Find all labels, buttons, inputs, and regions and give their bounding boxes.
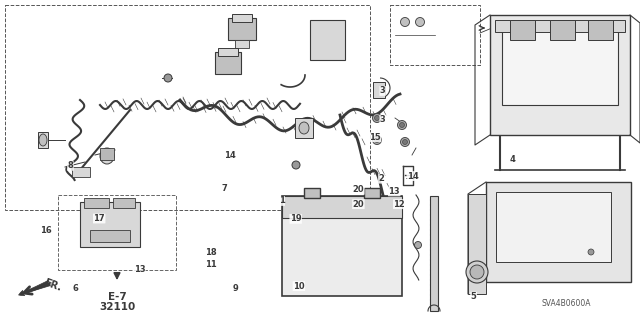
Bar xyxy=(38,132,48,148)
Bar xyxy=(72,167,90,177)
Text: 17: 17 xyxy=(93,214,105,223)
Bar xyxy=(295,118,313,138)
Ellipse shape xyxy=(299,122,309,134)
Bar xyxy=(588,20,613,40)
Ellipse shape xyxy=(292,161,300,169)
Text: FR.: FR. xyxy=(42,277,62,293)
Text: 8: 8 xyxy=(68,161,73,170)
Bar xyxy=(5,5,370,210)
Bar xyxy=(113,198,135,208)
Text: 2: 2 xyxy=(378,174,385,183)
Text: 32110: 32110 xyxy=(99,302,135,312)
Text: 18: 18 xyxy=(205,248,217,256)
Bar xyxy=(495,20,625,32)
Text: B-13: B-13 xyxy=(490,24,513,33)
Text: 12: 12 xyxy=(394,200,405,209)
Ellipse shape xyxy=(397,121,406,130)
Ellipse shape xyxy=(39,134,47,146)
Text: 10: 10 xyxy=(293,282,305,291)
Bar xyxy=(310,20,345,60)
Text: 20: 20 xyxy=(353,200,364,209)
Bar xyxy=(215,52,241,74)
Bar xyxy=(282,196,402,296)
Text: 16: 16 xyxy=(40,226,52,235)
Ellipse shape xyxy=(403,139,408,145)
Text: 1: 1 xyxy=(278,197,285,205)
Text: SVA4B0600A: SVA4B0600A xyxy=(541,299,591,308)
Ellipse shape xyxy=(372,114,381,122)
Text: 14: 14 xyxy=(407,172,419,181)
Bar xyxy=(100,148,114,160)
Text: 6: 6 xyxy=(72,284,79,293)
Text: 20: 20 xyxy=(353,185,364,194)
Bar xyxy=(218,48,238,56)
Text: 7: 7 xyxy=(221,184,227,193)
Bar xyxy=(510,20,535,40)
Ellipse shape xyxy=(374,137,380,143)
Text: 4: 4 xyxy=(509,155,515,164)
Bar xyxy=(304,188,320,198)
Ellipse shape xyxy=(401,137,410,146)
Bar xyxy=(430,196,438,311)
Text: 3: 3 xyxy=(380,115,385,124)
Text: 11: 11 xyxy=(205,260,217,269)
Ellipse shape xyxy=(374,115,380,121)
Ellipse shape xyxy=(164,74,172,82)
Text: 19: 19 xyxy=(290,214,301,223)
Bar xyxy=(90,230,130,242)
Bar xyxy=(390,5,480,65)
Bar xyxy=(550,20,575,40)
Ellipse shape xyxy=(399,122,404,128)
Ellipse shape xyxy=(415,241,422,249)
Bar xyxy=(364,188,380,198)
Bar xyxy=(84,198,109,208)
Text: 5: 5 xyxy=(470,292,477,301)
Bar xyxy=(80,202,140,247)
Text: 3: 3 xyxy=(380,86,385,95)
Text: 9: 9 xyxy=(233,284,238,293)
Bar xyxy=(232,14,252,22)
Ellipse shape xyxy=(100,148,114,164)
Bar xyxy=(373,82,385,98)
Bar xyxy=(496,192,611,262)
Text: 14: 14 xyxy=(225,151,236,160)
Bar xyxy=(502,30,618,105)
Bar xyxy=(282,196,402,218)
Ellipse shape xyxy=(415,18,424,26)
Text: 13: 13 xyxy=(134,265,145,274)
Text: 13: 13 xyxy=(388,187,400,196)
Ellipse shape xyxy=(588,249,594,255)
Bar xyxy=(490,15,630,135)
Bar xyxy=(468,194,486,294)
Bar xyxy=(58,195,176,270)
Text: 15: 15 xyxy=(369,133,381,142)
Bar xyxy=(235,40,249,48)
Ellipse shape xyxy=(372,136,381,145)
Ellipse shape xyxy=(401,18,410,26)
Ellipse shape xyxy=(470,265,484,279)
Text: E-7: E-7 xyxy=(108,292,126,302)
Ellipse shape xyxy=(466,261,488,283)
Bar xyxy=(486,182,631,282)
Bar xyxy=(228,18,256,40)
